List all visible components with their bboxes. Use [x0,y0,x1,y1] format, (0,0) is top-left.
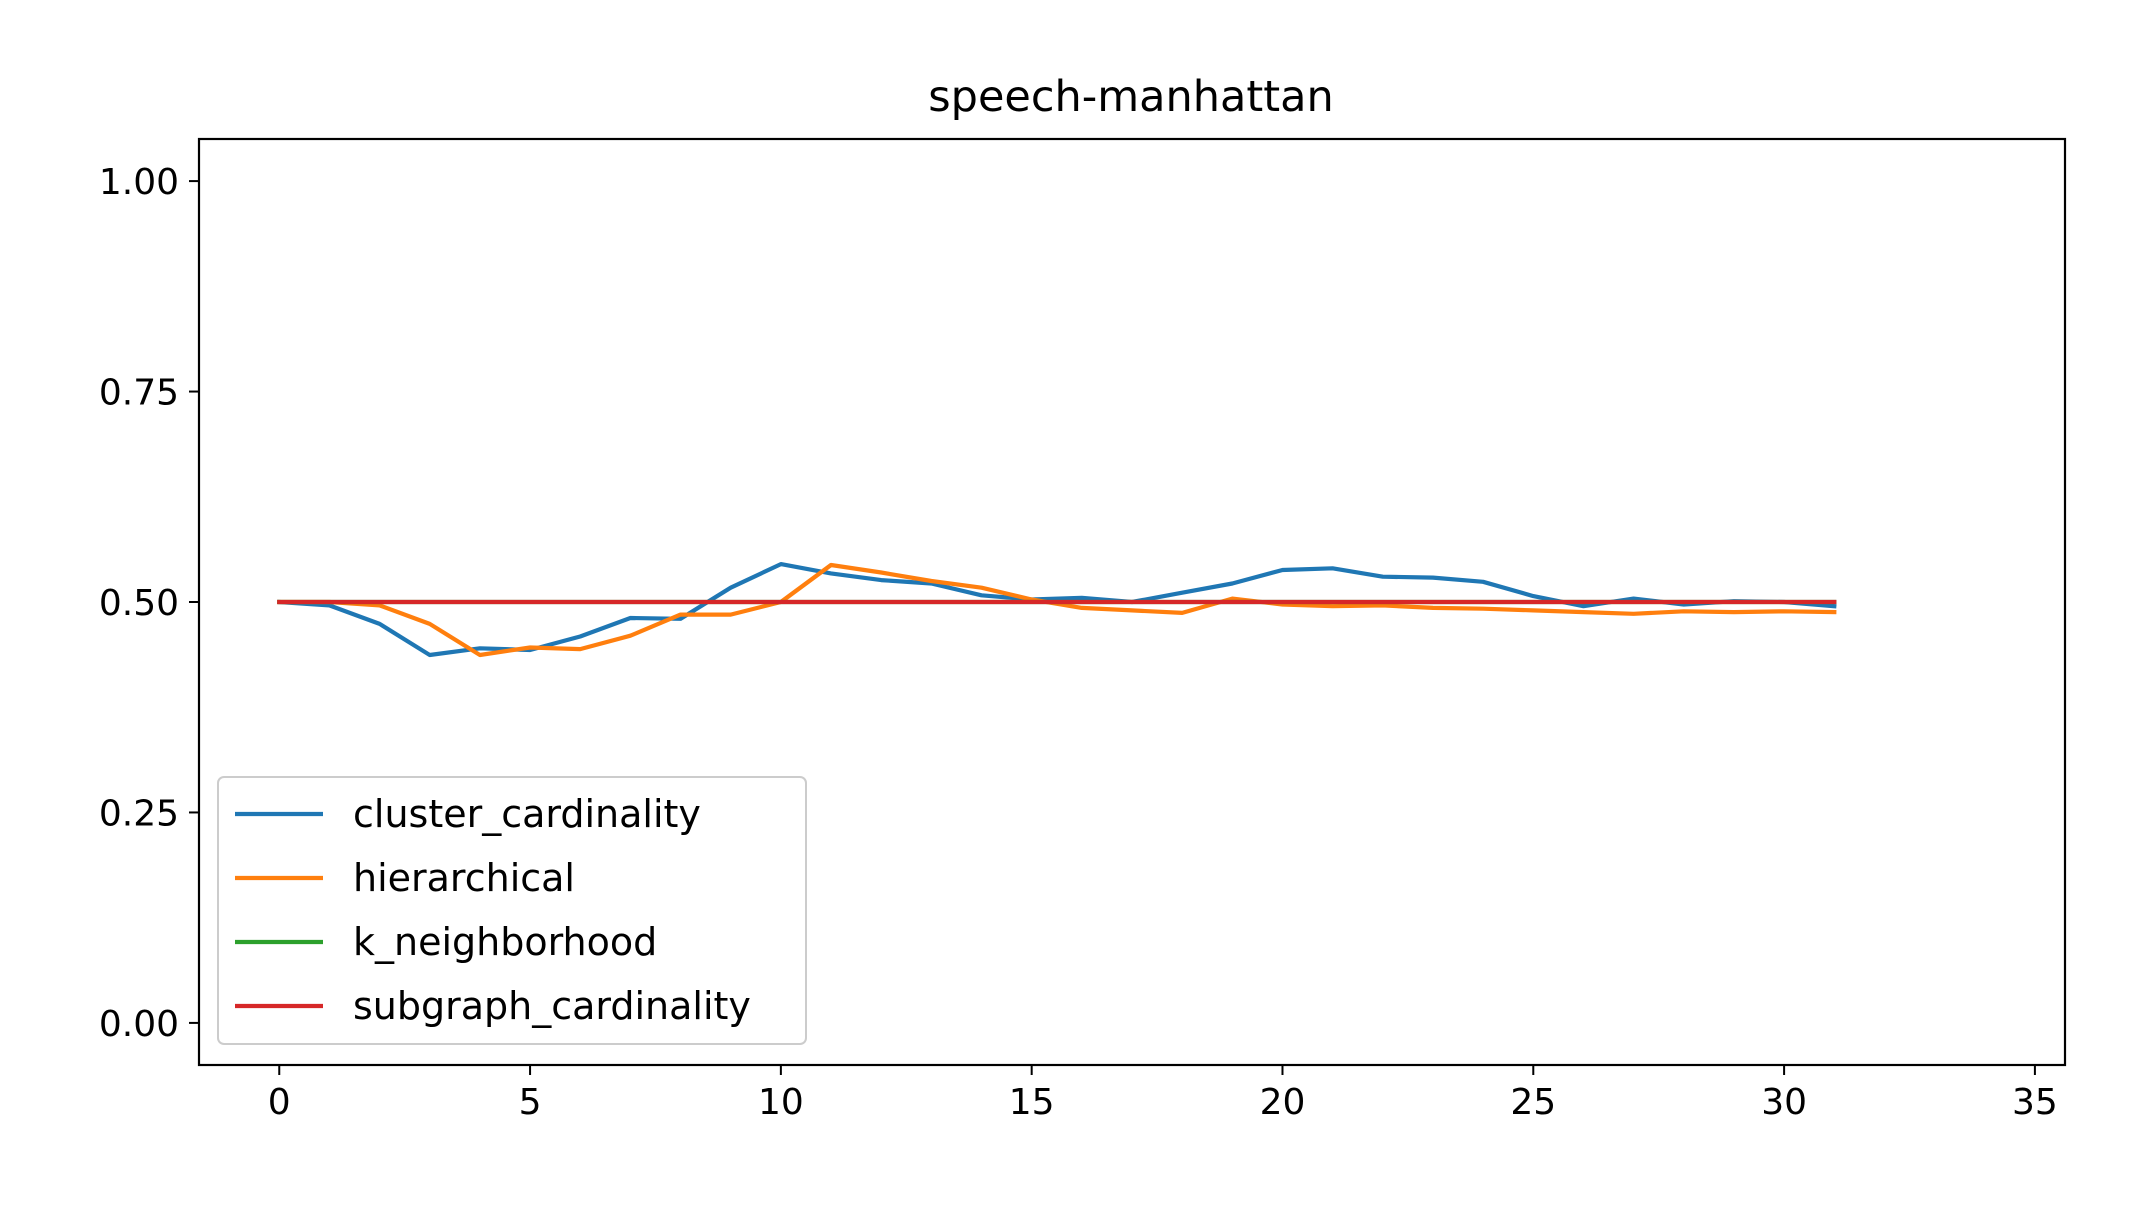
x-tick-label: 0 [268,1082,291,1123]
legend-label: cluster_cardinality [353,792,701,836]
chart-title: speech-manhattan [928,72,1333,122]
legend-label: subgraph_cardinality [353,984,751,1028]
legend-label: k_neighborhood [353,920,657,964]
legend-box [217,776,807,1045]
y-tick-label: 0.00 [99,1004,179,1045]
x-tick-label: 5 [519,1082,542,1123]
y-axis: 0.00 0.25 0.50 0.75 1.00 [99,162,199,1045]
y-tick-label: 0.25 [99,793,179,834]
plot-lines [277,561,1837,658]
x-tick-label: 30 [1761,1082,1807,1123]
x-tick-label: 10 [758,1082,804,1123]
x-tick-label: 35 [2012,1082,2058,1123]
x-axis: 0 5 10 15 20 25 30 35 [268,1065,2058,1123]
legend: cluster_cardinality hierarchical k_neighbo… [217,776,807,1045]
x-tick-label: 15 [1009,1082,1055,1123]
plot-frame [197,137,2067,1067]
y-tick-label: 0.75 [99,373,179,414]
x-tick-label: 25 [1510,1082,1556,1123]
x-tick-label: 20 [1260,1082,1306,1123]
y-tick-label: 1.00 [99,162,179,203]
y-tick-label: 0.50 [99,583,179,624]
legend-label: hierarchical [353,856,575,900]
